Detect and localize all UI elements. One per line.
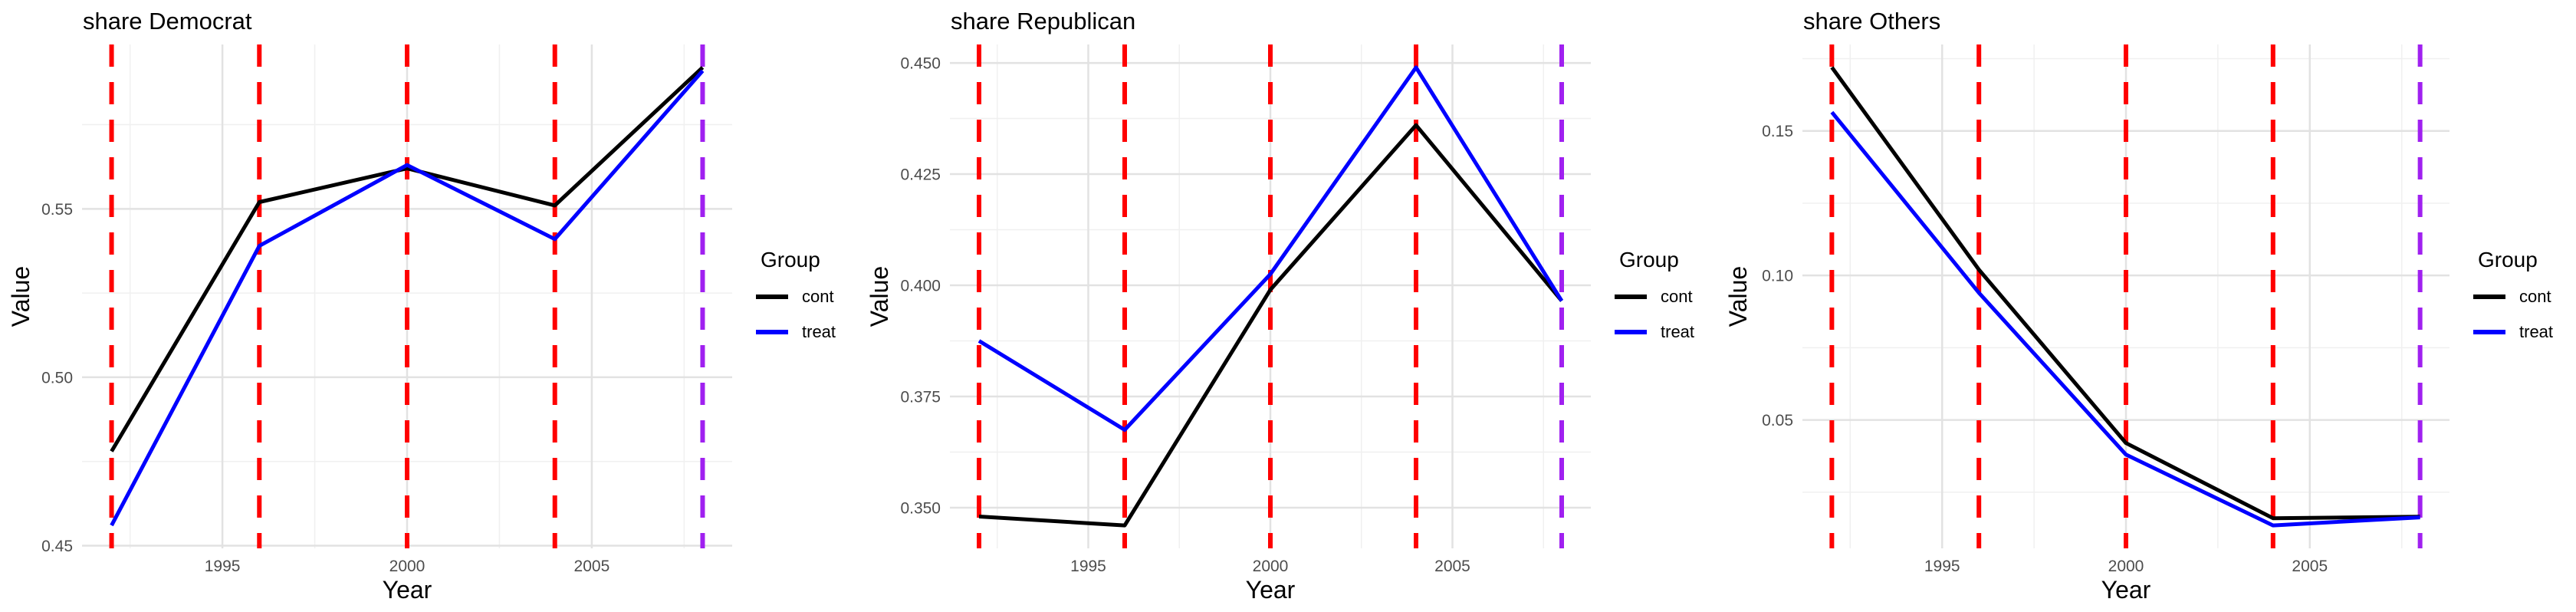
y-axis-title: Value bbox=[1724, 266, 1752, 327]
x-axis-title: Year bbox=[383, 576, 432, 604]
y-tick-label: 0.450 bbox=[900, 55, 941, 73]
legend-title: Group bbox=[1619, 248, 1679, 271]
series-line-cont bbox=[978, 123, 1563, 528]
y-tick-label: 0.15 bbox=[1762, 123, 1793, 140]
y-axis-title: Value bbox=[7, 266, 34, 327]
chart-svg-2: 0.05 0.10 0.15 1995 2000 2005 Year Value share O… bbox=[1724, 8, 2553, 604]
x-tick-label: 2005 bbox=[1434, 558, 1470, 575]
x-tick-label: 1995 bbox=[1924, 558, 1960, 575]
x-tick-label: 2005 bbox=[574, 558, 610, 575]
panel-share-democrat: 0.45 0.50 0.55 1995 2000 2005 Year Value share D… bbox=[0, 0, 859, 612]
y-tick-label: 0.45 bbox=[41, 538, 73, 555]
panel-share-republican: 0.350 0.375 0.400 0.425 0.450 1995 2000 2005 Yea… bbox=[859, 0, 1717, 612]
x-tick-label: 1995 bbox=[1070, 558, 1106, 575]
legend-title: Group bbox=[2478, 248, 2538, 271]
panel-title: share Republican bbox=[951, 8, 1135, 35]
legend-label-cont: cont bbox=[1661, 287, 1693, 306]
y-tick-label: 0.55 bbox=[41, 201, 73, 219]
y-tick-label: 0.375 bbox=[900, 388, 941, 406]
series-line-cont bbox=[1830, 66, 2420, 521]
legend-label-cont: cont bbox=[802, 287, 834, 306]
chart-svg-0: 0.45 0.50 0.55 1995 2000 2005 Year Value share D… bbox=[7, 8, 836, 604]
y-tick-label: 0.50 bbox=[41, 369, 73, 387]
series-line-treat bbox=[110, 69, 705, 527]
y-axis-title: Value bbox=[866, 266, 893, 327]
chart-svg-1: 0.350 0.375 0.400 0.425 0.450 1995 2000 2005 Yea… bbox=[866, 8, 1694, 604]
y-tick-label: 0.05 bbox=[1762, 412, 1793, 429]
legend-title: Group bbox=[761, 248, 820, 271]
legend-label-treat: treat bbox=[802, 322, 836, 341]
x-tick-label: 2005 bbox=[2292, 558, 2328, 575]
y-tick-label: 0.400 bbox=[900, 278, 941, 295]
panel-title: share Democrat bbox=[83, 8, 252, 35]
x-tick-label: 2000 bbox=[389, 558, 426, 575]
series-line-treat bbox=[978, 65, 1564, 432]
series-line-cont bbox=[110, 66, 705, 452]
series-line-treat bbox=[1830, 110, 2420, 528]
x-tick-label: 2000 bbox=[2108, 558, 2144, 575]
y-tick-label: 0.10 bbox=[1762, 268, 1793, 285]
x-axis-title: Year bbox=[2101, 576, 2151, 604]
panel-title: share Others bbox=[1803, 8, 1940, 35]
y-tick-label: 0.425 bbox=[900, 166, 941, 184]
panel-share-others: 0.05 0.10 0.15 1995 2000 2005 Year Value share O… bbox=[1717, 0, 2576, 612]
legend-label-treat: treat bbox=[2519, 322, 2553, 341]
x-axis-title: Year bbox=[1246, 576, 1296, 604]
legend-label-treat: treat bbox=[1661, 322, 1694, 341]
legend-label-cont: cont bbox=[2519, 287, 2551, 306]
y-tick-label: 0.350 bbox=[900, 499, 941, 517]
x-tick-label: 2000 bbox=[1253, 558, 1289, 575]
x-tick-label: 1995 bbox=[205, 558, 241, 575]
